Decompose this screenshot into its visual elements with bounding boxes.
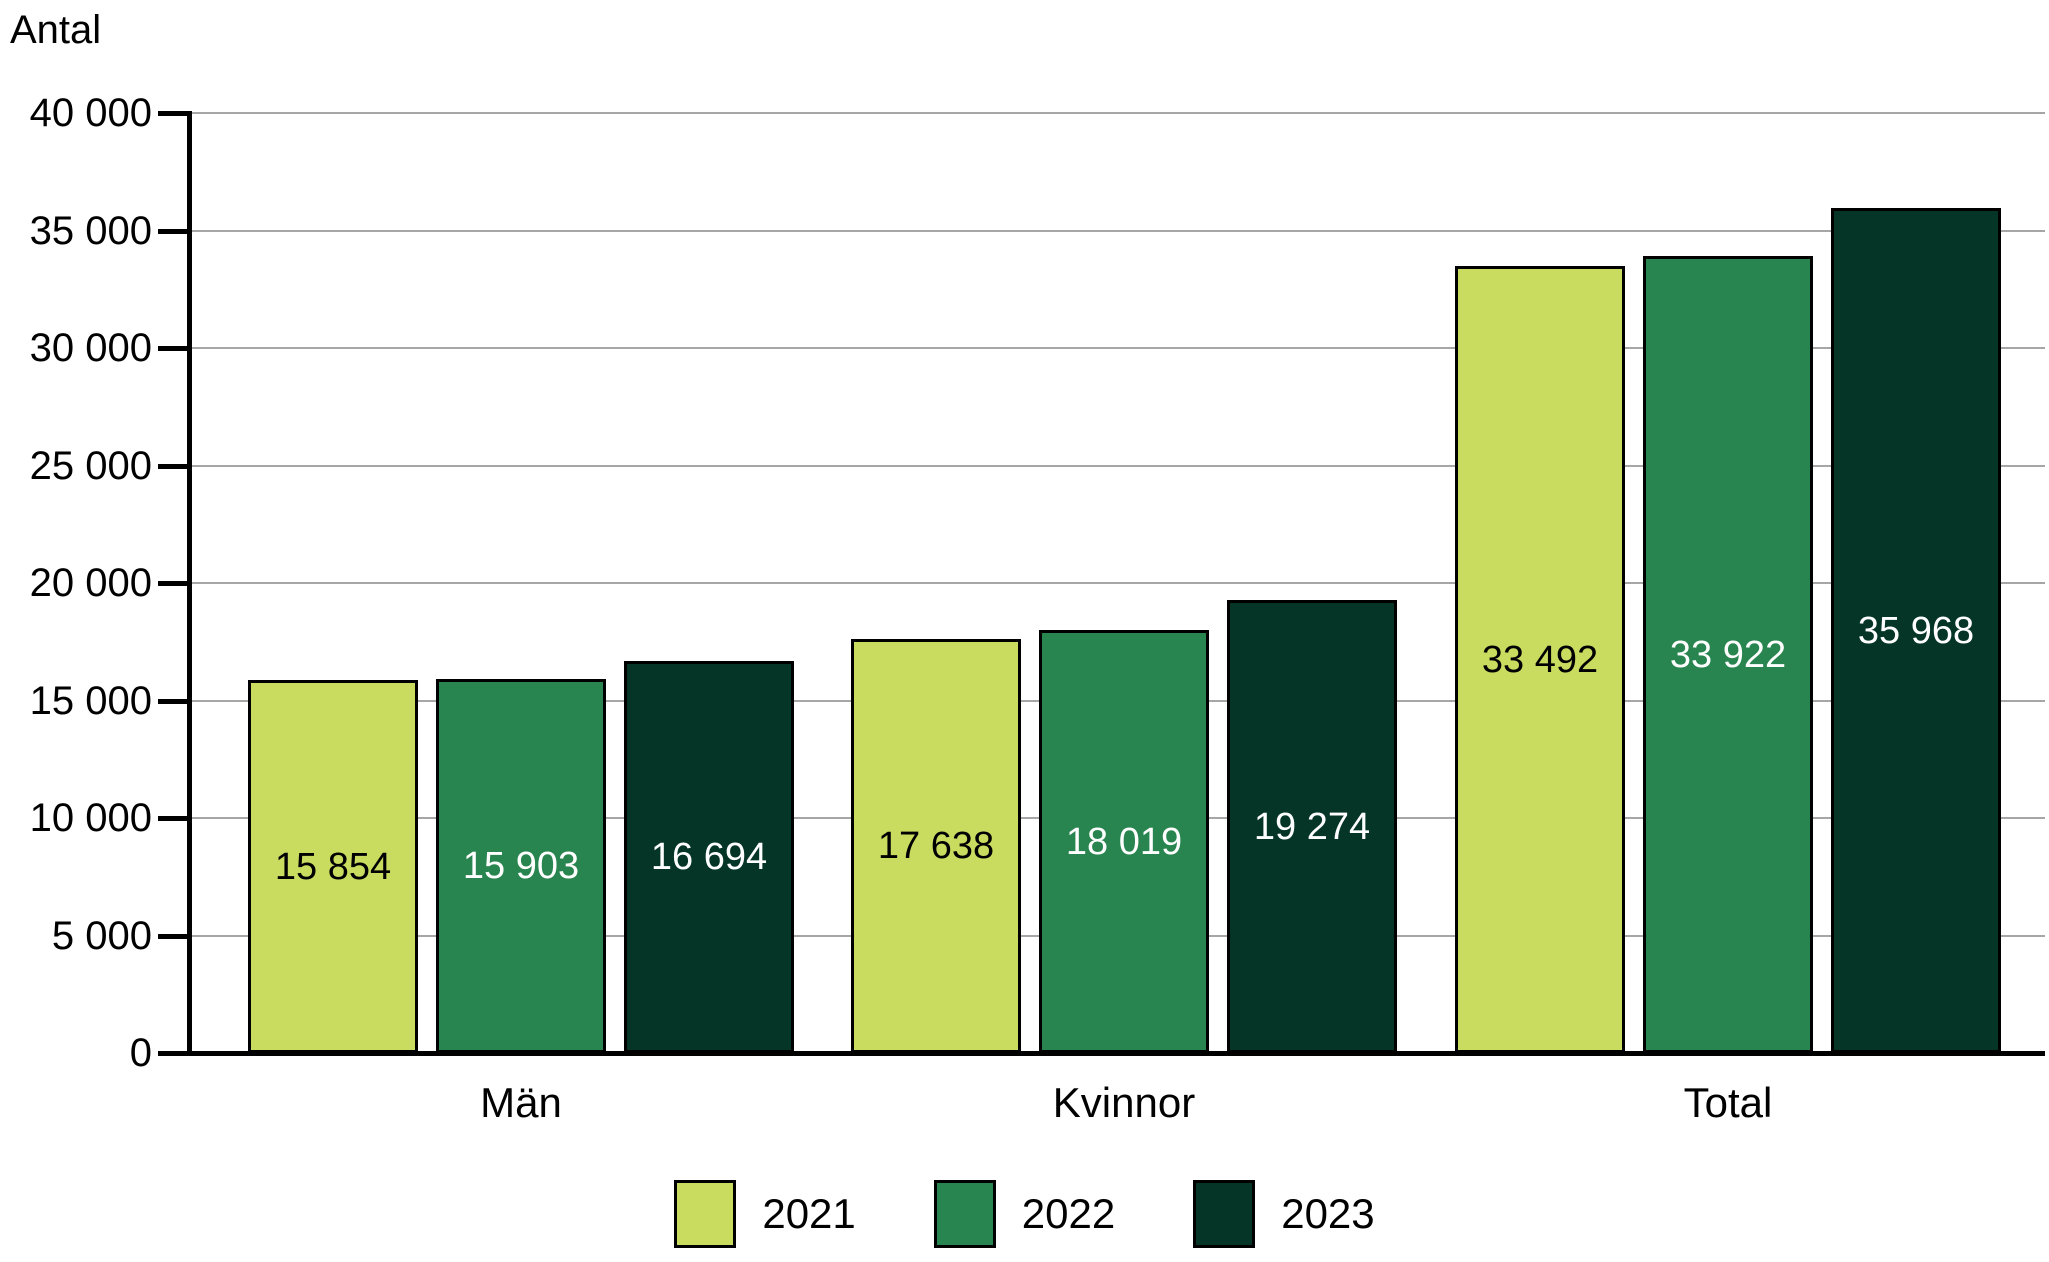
bar-value-label: 33 492 <box>1481 638 1599 681</box>
bar-2021-kvinnor: 17 638 <box>851 639 1021 1053</box>
legend-label-2021: 2021 <box>762 1190 856 1237</box>
y-tick-label: 15 000 <box>29 678 152 723</box>
bar-value-label: 35 968 <box>1857 609 1975 652</box>
gridline-25000 <box>190 464 2045 467</box>
y-tick-label: 30 000 <box>29 326 152 370</box>
bar-value-label: 33 922 <box>1669 633 1787 676</box>
bar-value-label: 15 903 <box>462 845 580 887</box>
gridline-40000 <box>190 112 2045 114</box>
x-category-label-total: Total <box>1683 1079 1773 1126</box>
gridline-35000 <box>190 229 2045 232</box>
gridline-30000 <box>190 347 2045 349</box>
legend-label-2022: 2022 <box>1021 1190 1116 1237</box>
y-tick-mark <box>158 463 190 469</box>
y-tick-label: 20 000 <box>29 561 152 605</box>
bar-2022-män: 15 903 <box>436 679 606 1053</box>
y-tick-label: 35 000 <box>29 208 152 253</box>
x-category-label-män: Män <box>480 1079 562 1126</box>
y-tick-label: 5 000 <box>51 913 152 958</box>
y-tick-mark <box>158 933 190 939</box>
bar-value-label: 16 694 <box>650 836 768 878</box>
y-tick-label: 40 000 <box>29 91 152 135</box>
bar-2021-män: 15 854 <box>248 680 418 1053</box>
y-axis-title: Antal <box>10 8 102 52</box>
y-axis-line <box>187 111 192 1055</box>
bar-2023-kvinnor: 19 274 <box>1227 600 1397 1053</box>
legend-label-2023: 2023 <box>1281 1190 1375 1237</box>
x-category-label-kvinnor: Kvinnor <box>1052 1079 1196 1126</box>
bar-2022-kvinnor: 18 019 <box>1039 630 1209 1053</box>
bar-value-label: 19 274 <box>1253 805 1371 848</box>
bar-value-label: 17 638 <box>877 825 995 867</box>
bar-2021-total: 33 492 <box>1455 266 1625 1053</box>
bar-2023-total: 35 968 <box>1831 208 2001 1053</box>
y-tick-mark <box>158 698 190 704</box>
y-tick-label: 0 <box>129 1031 152 1075</box>
legend-swatch-2023 <box>1193 1180 1256 1248</box>
x-axis-line <box>158 1051 2045 1056</box>
y-tick-mark <box>158 228 190 234</box>
legend-swatch-2022 <box>933 1180 996 1248</box>
bar-2023-män: 16 694 <box>624 661 794 1053</box>
y-tick-label: 25 000 <box>29 443 152 488</box>
legend: 2021 2022 2023 <box>0 1180 2049 1248</box>
y-tick-mark <box>158 346 190 351</box>
legend-item-2021: 2021 <box>674 1180 856 1248</box>
y-tick-mark <box>158 816 190 821</box>
legend-swatch-2021 <box>674 1180 737 1248</box>
bar-2022-total: 33 922 <box>1643 256 1813 1053</box>
bar-value-label: 15 854 <box>274 845 392 888</box>
y-tick-mark <box>158 581 190 586</box>
bar-value-label: 18 019 <box>1065 820 1183 863</box>
y-tick-mark <box>158 111 190 116</box>
gridline-20000 <box>190 582 2045 584</box>
legend-item-2022: 2022 <box>933 1180 1116 1248</box>
legend-item-2023: 2023 <box>1193 1180 1375 1248</box>
y-tick-label: 10 000 <box>29 796 152 840</box>
